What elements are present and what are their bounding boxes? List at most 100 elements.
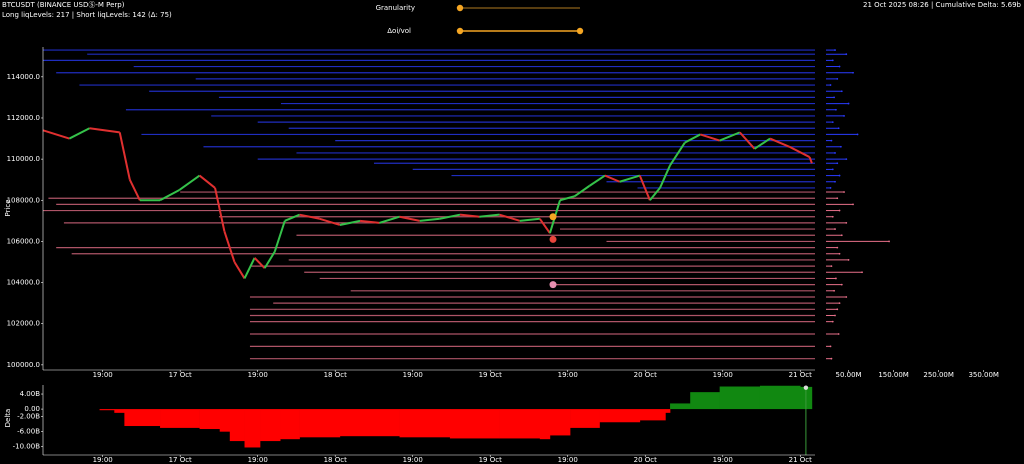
delta-bar xyxy=(99,409,115,411)
x-tick-label: 19 Oct xyxy=(479,371,502,379)
delta-bar xyxy=(719,386,761,410)
y-tick-label: 102000.0 xyxy=(7,320,40,328)
price-segment xyxy=(559,195,575,202)
size-dot xyxy=(835,108,837,111)
price-segment xyxy=(479,213,500,218)
delta-bar xyxy=(160,409,200,428)
size-dot xyxy=(834,49,836,51)
size-dot xyxy=(852,203,854,206)
size-dot xyxy=(852,71,854,74)
x-tick-label: 19:00 xyxy=(93,456,113,464)
price-segment xyxy=(359,219,380,224)
price-segment xyxy=(638,175,651,201)
size-dot xyxy=(836,308,839,311)
size-dot xyxy=(845,296,848,298)
delta-bar xyxy=(499,409,541,439)
y-tick-label: 106000.0 xyxy=(7,237,40,245)
price-segment xyxy=(684,133,701,144)
delta-bar xyxy=(549,409,571,436)
size-dot xyxy=(831,121,834,123)
price-segment xyxy=(284,213,300,222)
delta-bar xyxy=(570,409,600,428)
delta-bar xyxy=(114,409,125,413)
size-dot xyxy=(836,162,839,165)
x-tick-label: 19:00 xyxy=(403,456,423,464)
size-dot xyxy=(836,246,839,249)
x-tick-label: 250.00M xyxy=(923,371,954,379)
price-segment xyxy=(808,156,813,164)
price-segment xyxy=(399,215,420,222)
size-dot xyxy=(831,320,834,323)
x-tick-label: 19:00 xyxy=(248,371,268,379)
price-segment xyxy=(753,137,771,150)
delta-bar xyxy=(339,409,400,437)
price-segment xyxy=(739,131,756,150)
size-dot xyxy=(831,215,834,218)
size-dot xyxy=(838,209,841,212)
slider-handle[interactable] xyxy=(576,27,584,35)
slider-handle[interactable] xyxy=(456,27,464,35)
y-tick-label: -6.00B xyxy=(17,428,40,436)
price-segment xyxy=(128,179,141,201)
price-segment xyxy=(539,218,551,234)
size-dot xyxy=(843,191,845,193)
delta-bar xyxy=(449,409,500,439)
size-dot xyxy=(836,197,839,200)
x-tick-label: 19:00 xyxy=(248,456,268,464)
delta-bar xyxy=(539,409,551,440)
size-dot xyxy=(845,222,848,224)
price-segment xyxy=(214,187,226,232)
delta-bar xyxy=(690,392,720,410)
symbol: BTCUSDT (BINANCE USDⓈ-M Perp) xyxy=(2,1,125,9)
price-segment xyxy=(159,189,180,202)
delta-bar xyxy=(399,409,451,438)
slider-label: Granularity xyxy=(376,4,415,12)
price-segment xyxy=(788,145,811,158)
price-segment xyxy=(198,174,216,189)
marker xyxy=(549,213,557,221)
x-tick-label: 18 Oct xyxy=(324,371,347,379)
delta-bar xyxy=(670,403,691,410)
x-tick-label: 17 Oct xyxy=(169,456,192,464)
delta-bar xyxy=(759,385,801,410)
size-dot xyxy=(836,77,839,80)
price-segment xyxy=(669,142,686,166)
size-dot xyxy=(847,102,850,105)
price-segment xyxy=(574,185,591,197)
size-dot xyxy=(840,90,843,93)
size-dot xyxy=(834,228,836,230)
price-segment xyxy=(604,174,621,183)
size-dot xyxy=(835,277,837,280)
price-segment xyxy=(588,174,606,187)
price-segment xyxy=(499,213,520,222)
size-dot xyxy=(834,314,836,317)
delta-bar xyxy=(639,409,666,421)
price-segment xyxy=(42,129,70,140)
delta-bar xyxy=(244,409,261,448)
price-segment xyxy=(419,217,440,222)
size-dot xyxy=(837,127,840,130)
x-tick-label: 350.00M xyxy=(968,371,999,379)
delta-bar xyxy=(229,409,245,442)
y-tick-label: 100000.0 xyxy=(7,361,40,369)
price-segment xyxy=(519,217,540,222)
slider-handle[interactable] xyxy=(456,4,464,12)
size-dot xyxy=(838,252,841,255)
price-segment xyxy=(273,220,286,253)
x-tick-label: 19 Oct xyxy=(479,456,502,464)
size-dot xyxy=(888,240,890,243)
x-tick-label: 20 Oct xyxy=(634,456,657,464)
size-dot xyxy=(861,271,863,274)
x-tick-label: 19:00 xyxy=(93,371,113,379)
price-segment xyxy=(659,164,671,189)
y-tick-label: -2.00B xyxy=(17,413,40,421)
delta-bar xyxy=(260,409,281,442)
size-dot xyxy=(834,180,836,183)
size-dot xyxy=(856,133,859,136)
y-tick-label: 4.00B xyxy=(20,390,41,398)
price-segment xyxy=(299,213,320,220)
size-dot xyxy=(839,145,842,148)
price-segment xyxy=(89,127,120,134)
size-dot xyxy=(830,265,833,268)
size-dot xyxy=(837,333,840,335)
